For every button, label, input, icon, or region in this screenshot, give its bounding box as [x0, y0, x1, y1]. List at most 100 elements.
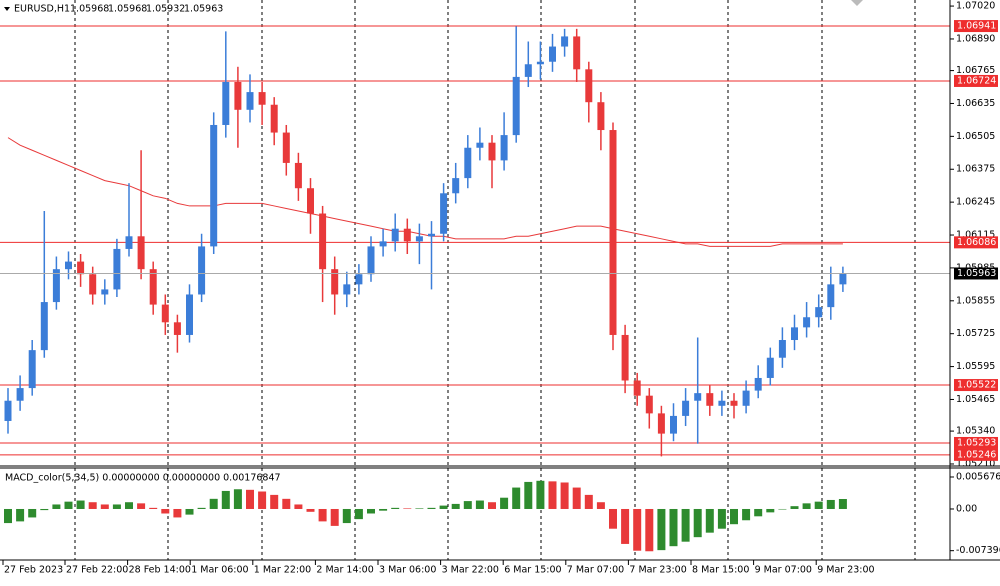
candle-body — [682, 400, 690, 416]
macd-bar — [294, 504, 303, 509]
candle-body — [415, 236, 423, 242]
candle-body — [791, 327, 798, 341]
macd-bar — [705, 508, 714, 533]
level-label: 1.05293 — [957, 437, 996, 448]
level-label-box — [954, 436, 998, 449]
symbol: EURUSD,H1 — [14, 4, 70, 15]
candle-body — [815, 307, 823, 318]
macd-bar — [4, 508, 12, 524]
macd-bar — [161, 508, 170, 514]
x-tick-label: 9 Mar 23:00 — [817, 565, 874, 576]
candle-body — [319, 213, 327, 270]
header-close: 1.05963 — [184, 4, 223, 15]
candle-body — [803, 317, 811, 328]
candle-body — [101, 289, 109, 295]
macd-bar — [246, 489, 254, 509]
macd-bar — [814, 501, 823, 509]
candle-body — [730, 400, 738, 406]
macd-bar — [717, 508, 726, 529]
macd-bar — [524, 481, 533, 509]
macd-bar — [536, 480, 545, 509]
y-tick-label: 1.05855 — [956, 295, 995, 306]
candle-body — [52, 269, 60, 303]
candle-body — [742, 390, 750, 406]
macd-bar — [838, 499, 847, 509]
candle-body — [307, 188, 314, 214]
macd-bar — [754, 508, 763, 517]
macd-bar — [88, 502, 97, 509]
x-tick-label: 7 Mar 07:00 — [567, 565, 624, 576]
macd-bar — [633, 508, 642, 551]
x-tick-label: 3 Mar 22:00 — [442, 565, 499, 576]
candle-body — [524, 64, 532, 77]
candle-body — [536, 61, 544, 65]
header-open: 1.05968 — [70, 4, 109, 15]
x-tick-label: 8 Mar 15:00 — [692, 565, 749, 576]
macd-bar — [560, 482, 569, 509]
y-tick-label: 1.05465 — [956, 394, 995, 405]
macd-bar — [621, 508, 630, 544]
x-tick-label: 28 Feb 14:00 — [129, 565, 191, 576]
moving-average — [7, 137, 843, 247]
macd-bar — [475, 500, 484, 509]
candle-body — [403, 228, 411, 242]
macd-bar — [330, 508, 339, 526]
candle-body — [476, 142, 484, 148]
macd-bar — [657, 508, 666, 551]
x-tick-label: 1 Mar 22:00 — [254, 565, 311, 576]
macd-bar — [766, 508, 775, 513]
x-tick-label: 6 Mar 15:00 — [504, 565, 561, 576]
macd-bar — [112, 504, 121, 509]
candle-body — [125, 236, 133, 249]
macd-bar — [342, 508, 351, 524]
x-tick-label: 27 Feb 22:00 — [66, 565, 128, 576]
y-tick-label: 0.00 — [956, 503, 977, 514]
macd-bar — [318, 508, 327, 522]
candle-body — [440, 193, 448, 234]
macd-bar — [391, 507, 400, 509]
macd-bar — [100, 504, 109, 509]
macd-bar — [28, 508, 37, 518]
candle-body — [766, 357, 774, 378]
bid-label: 1.05963 — [957, 268, 996, 279]
candle-body — [694, 393, 702, 401]
macd-bar — [463, 501, 472, 509]
macd-bar — [730, 508, 738, 525]
candle-body — [827, 284, 835, 308]
macd-bar — [258, 491, 267, 509]
candle-body — [500, 135, 508, 161]
candle-body — [113, 248, 121, 290]
candle-body — [4, 400, 12, 421]
candle-body — [258, 92, 266, 105]
level-label-box — [954, 379, 998, 392]
shift-marker[interactable] — [851, 0, 863, 6]
candle-body — [621, 334, 629, 381]
menu-arrow[interactable] — [4, 7, 10, 11]
candle-body — [210, 124, 218, 247]
macd-bar — [52, 504, 61, 509]
macd-bar — [306, 508, 315, 512]
candle-body — [222, 81, 230, 125]
macd-bar — [125, 502, 133, 509]
y-tick-label: 1.07020 — [956, 1, 995, 12]
candle-body — [173, 322, 181, 335]
macd-bar — [802, 503, 811, 509]
macd-bar — [173, 508, 182, 518]
y-tick-label: 1.06115 — [956, 230, 995, 241]
macd-bar — [439, 505, 448, 509]
macd-bar — [826, 499, 835, 509]
macd-bar — [76, 500, 85, 509]
candle-body — [40, 302, 48, 351]
candle-body — [452, 178, 460, 194]
candle-body — [488, 142, 496, 161]
candle-body — [706, 393, 714, 406]
macd-bar — [645, 508, 654, 552]
candle-body — [633, 380, 641, 396]
macd-bar — [596, 502, 605, 509]
x-tick-label: 7 Mar 23:00 — [629, 565, 686, 576]
macd-bar — [488, 502, 496, 509]
level-label: 1.06941 — [957, 21, 996, 32]
macd-bar — [64, 501, 73, 509]
macd-bar — [548, 481, 557, 509]
candle-body — [161, 304, 169, 323]
